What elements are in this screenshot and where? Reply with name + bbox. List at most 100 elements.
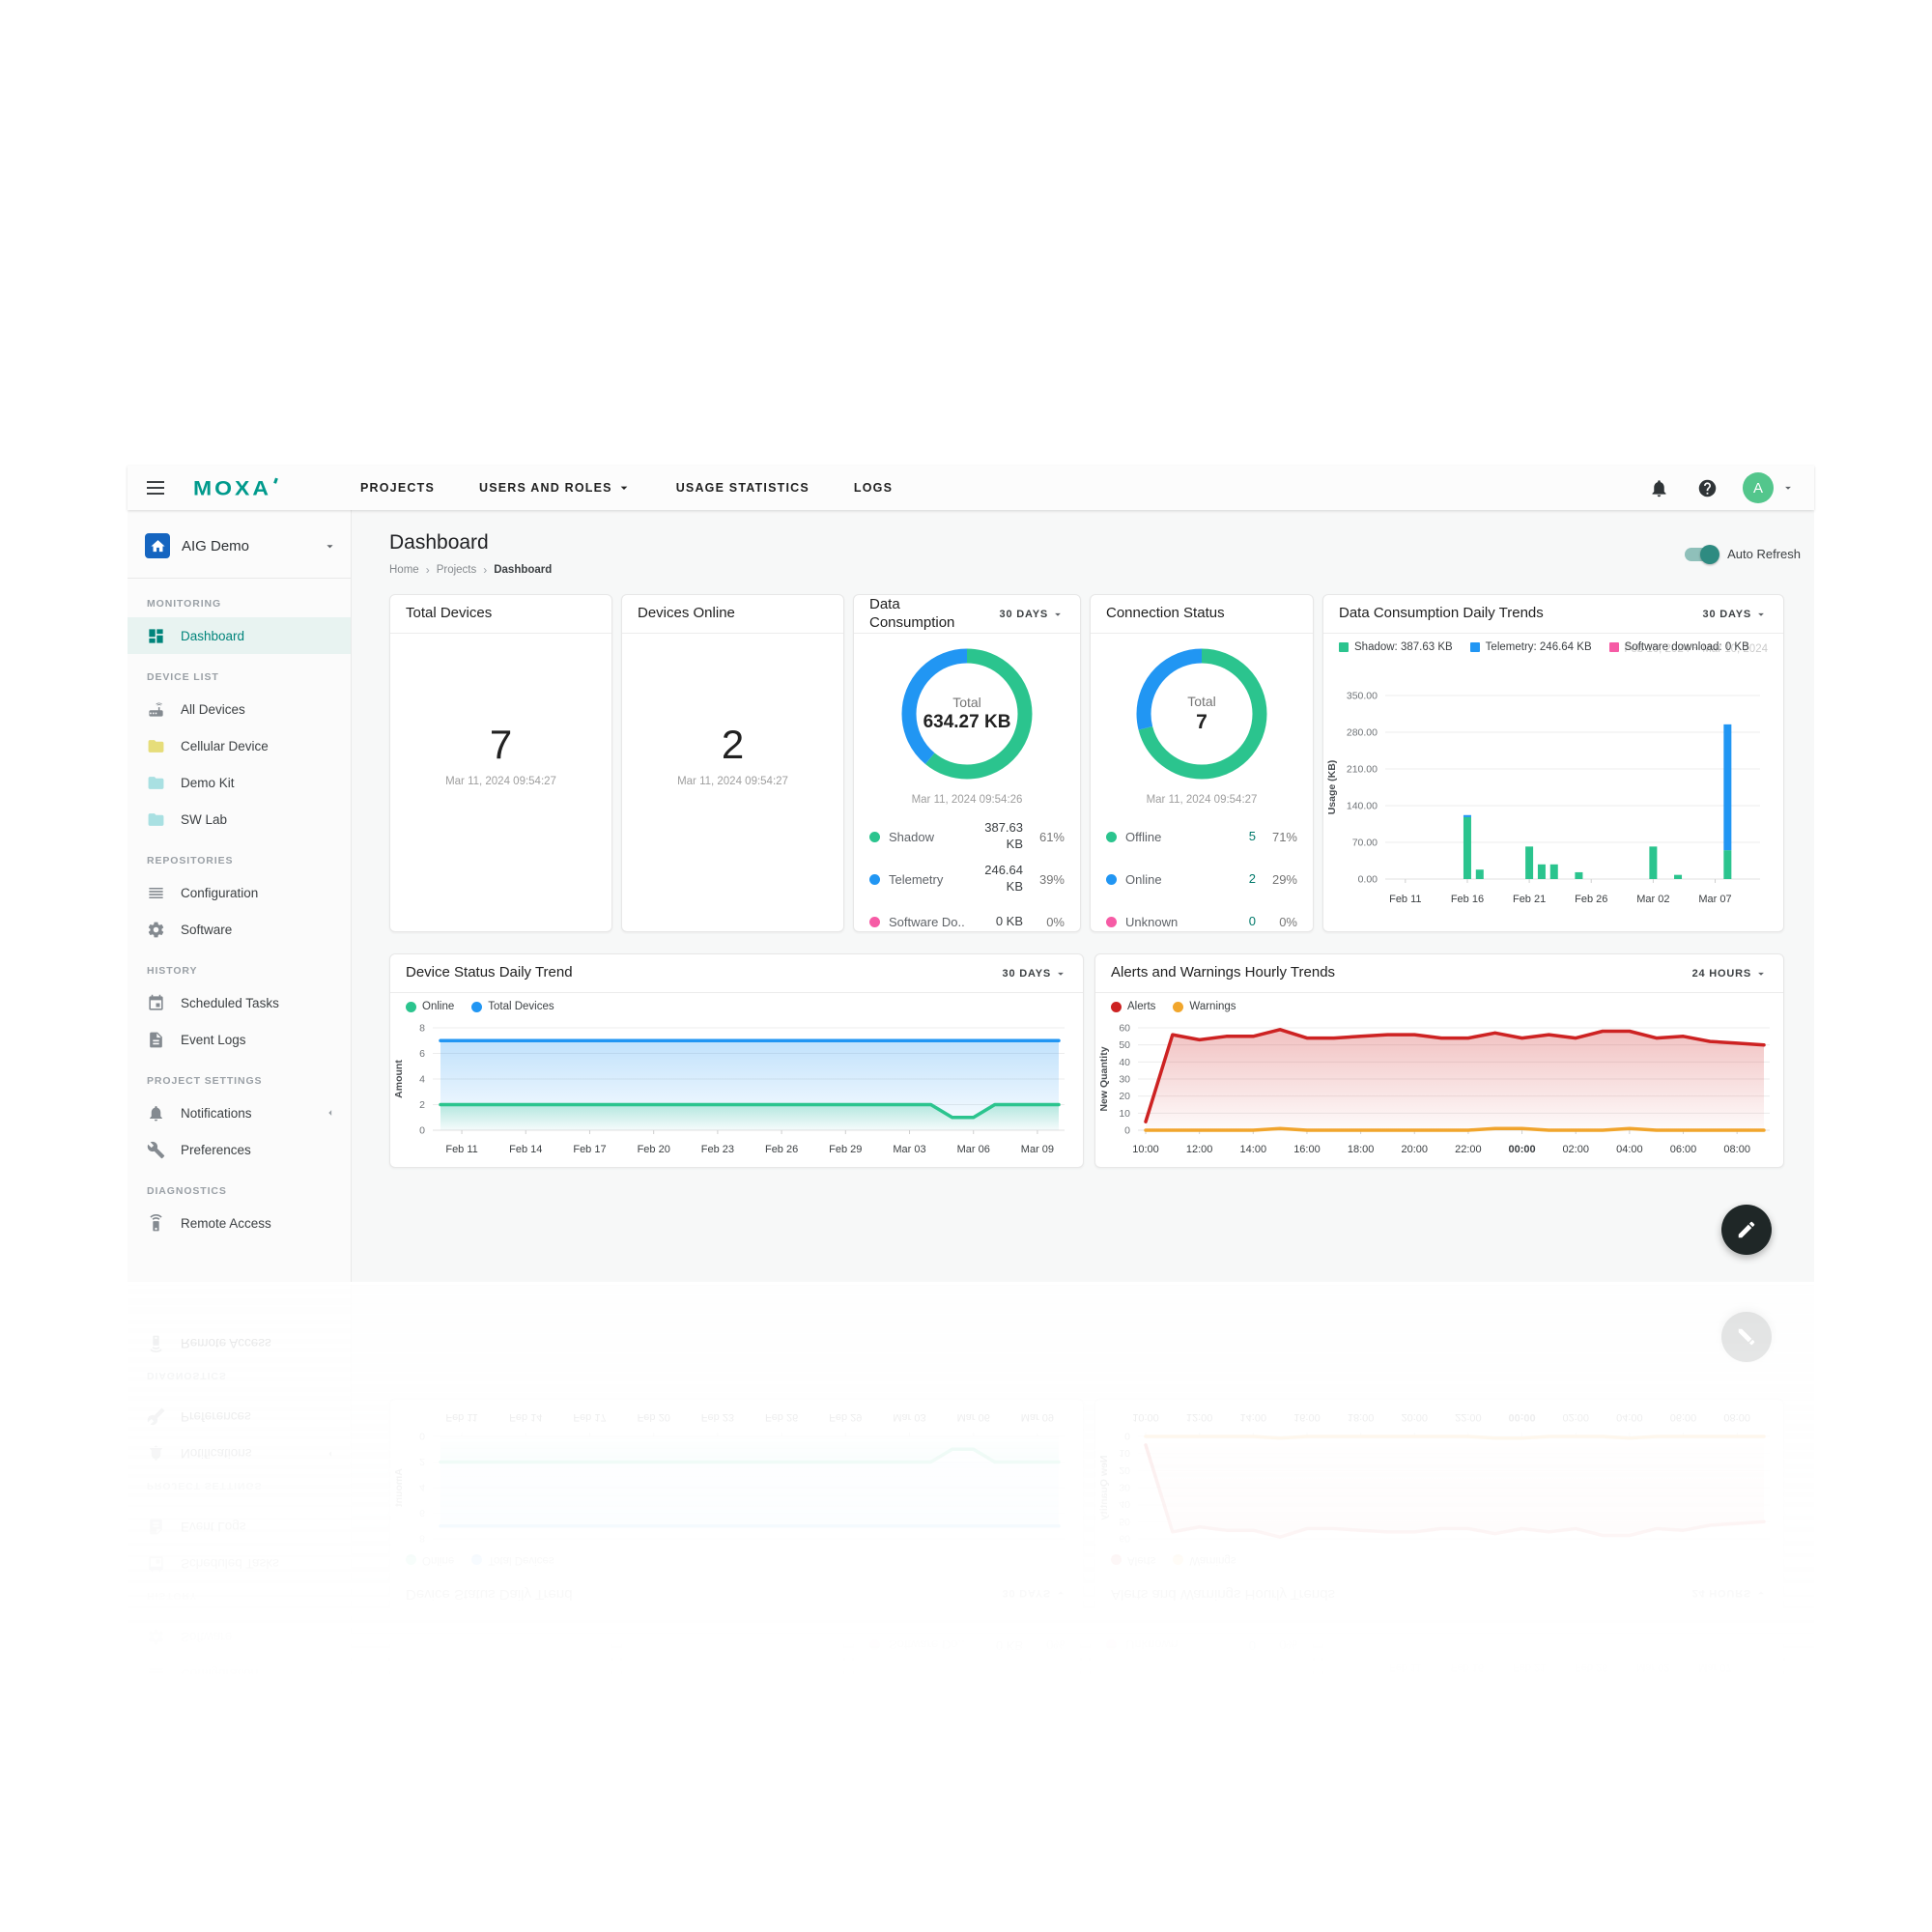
- sidebar-item-label: Configuration: [181, 885, 259, 900]
- breadcrumb-home[interactable]: Home: [389, 564, 419, 576]
- nav-item-projects[interactable]: PROJECTS: [360, 481, 435, 495]
- breadcrumb-projects[interactable]: Projects: [436, 564, 477, 576]
- sidebar-item-sw-lab[interactable]: SW Lab: [128, 801, 351, 838]
- timestamp: Mar 11, 2024 09:54:26: [911, 794, 1023, 806]
- breadcrumb: Home › Projects › Dashboard: [389, 563, 552, 577]
- svg-text:30: 30: [1119, 1482, 1130, 1493]
- bell-icon: [1652, 479, 1665, 497]
- svg-text:0.00: 0.00: [1358, 874, 1378, 886]
- legend-dot: [1106, 873, 1117, 885]
- dashboard-icon: [147, 627, 165, 645]
- svg-text:04:00: 04:00: [1616, 1411, 1643, 1423]
- data-consumption-card: Data Consumption 30 DAYS Total: [853, 594, 1081, 932]
- legend-item-shadow-387-63-kb: Shadow: 387.63 KB: [1339, 641, 1453, 653]
- svg-text:0.00: 0.00: [1358, 1682, 1378, 1693]
- svg-text:08:00: 08:00: [1723, 1144, 1750, 1155]
- legend-row-telemetry: Telemetry 246.64 KB 39%: [869, 858, 1065, 900]
- sidebar-item-event-logs[interactable]: Event Logs: [128, 1021, 351, 1058]
- svg-text:4: 4: [419, 1482, 425, 1493]
- sidebar-item-software[interactable]: Software: [128, 911, 351, 948]
- collapse-chevron-icon[interactable]: [324, 1106, 337, 1120]
- folder-icon: [147, 737, 165, 755]
- legend-row-offline: Offline 5 71%: [1106, 815, 1297, 858]
- sidebar-section-monitoring: MONITORING: [147, 598, 222, 610]
- svg-text:Amount: Amount: [393, 1060, 405, 1098]
- legend-label: Shadow: 387.63 KB: [1354, 641, 1453, 653]
- help-button[interactable]: [1694, 475, 1719, 500]
- legend-value: 387.63 KB: [984, 820, 1023, 851]
- svg-text:Feb 23: Feb 23: [701, 1144, 734, 1155]
- connection-status-card: Connection Status Total 7 Mar 11, 2024 0…: [1090, 594, 1314, 932]
- timestamp: Mar 11, 2024 09:54:27: [1146, 794, 1258, 806]
- devices-online-card: Devices Online 2 Mar 11, 2024 09:54:27: [621, 594, 844, 932]
- svg-text:Mar 02: Mar 02: [1636, 894, 1669, 905]
- data-consumption-trends-chart: 0.00 70.00 140.00 210.00 280.00 350.00 Feb 11 F…: [1326, 691, 1760, 905]
- svg-text:Feb 14: Feb 14: [509, 1411, 542, 1423]
- legend-item-online: Online: [406, 1001, 454, 1012]
- nav-item-logs[interactable]: LOGS: [853, 481, 894, 495]
- sidebar-item-cellular-device[interactable]: Cellular Device: [128, 727, 351, 764]
- calendar-icon: [147, 994, 165, 1012]
- edit-dashboard-fab[interactable]: [1721, 1205, 1772, 1255]
- legend-percent: 39%: [1038, 871, 1065, 887]
- sidebar-item-configuration[interactable]: Configuration: [128, 874, 351, 911]
- menu-toggle-button[interactable]: [143, 475, 168, 500]
- svg-text:Feb 23: Feb 23: [701, 1411, 734, 1423]
- legend-name: Software Do...: [889, 914, 964, 929]
- chart-legend: Shadow: 387.63 KB Telemetry: 246.64 KB Sof…: [1323, 634, 1783, 653]
- device-status-period-dropdown[interactable]: 30 DAYS: [1003, 967, 1067, 980]
- caret-down-icon: [1058, 972, 1064, 976]
- breadcrumb-separator: ›: [425, 563, 430, 577]
- sidebar-item-label: Event Logs: [181, 1032, 246, 1047]
- svg-text:60: 60: [1119, 1533, 1130, 1545]
- legend-percent: 61%: [1038, 829, 1065, 844]
- svg-text:Feb 21: Feb 21: [1513, 894, 1546, 905]
- svg-text:Mar 06: Mar 06: [957, 1411, 990, 1423]
- sidebar-item-remote-access[interactable]: Remote Access: [128, 1205, 351, 1241]
- trends-period-dropdown[interactable]: 30 DAYS: [1703, 608, 1768, 621]
- main-content: Dashboard Home › Projects › Dashboard Auto R…: [352, 510, 1814, 1282]
- svg-text:Feb 26: Feb 26: [765, 1144, 798, 1155]
- svg-text:New Quantity: New Quantity: [1098, 1046, 1110, 1111]
- svg-text:22:00: 22:00: [1455, 1411, 1482, 1423]
- notifications-bell-button[interactable]: [1646, 475, 1671, 500]
- svg-text:Feb 14: Feb 14: [509, 1144, 542, 1155]
- legend-percent: 0%: [1279, 914, 1297, 929]
- caret-down-icon: [1055, 612, 1061, 616]
- sidebar-item-demo-kit[interactable]: Demo Kit: [128, 764, 351, 801]
- sidebar-item-all-devices[interactable]: All Devices: [128, 691, 351, 727]
- timestamp: Mar 11, 2024 09:54:27: [445, 776, 556, 787]
- svg-text:Mar 06: Mar 06: [957, 1144, 990, 1155]
- auto-refresh-toggle[interactable]: Auto Refresh: [1685, 544, 1801, 564]
- alerts-warnings-trend-chart: 0 10 20 30 40 50 60 10:00 12:00 14:00 16:00 18:00 20…: [1098, 1023, 1770, 1155]
- legend-swatch: [1173, 1001, 1184, 1012]
- svg-text:12:00: 12:00: [1186, 1411, 1213, 1423]
- pencil-icon: [1738, 1221, 1755, 1238]
- sidebar-item-label: Cellular Device: [181, 738, 269, 753]
- nav-item-usage-statistics[interactable]: USAGE STATISTICS: [675, 481, 810, 495]
- data-consumption-period-dropdown[interactable]: 30 DAYS: [1000, 608, 1065, 621]
- legend-label: Warnings: [1189, 1001, 1236, 1012]
- project-icon: [145, 533, 170, 558]
- user-menu-button[interactable]: A: [1743, 472, 1795, 503]
- svg-text:30: 30: [1119, 1074, 1130, 1086]
- software-icon: [147, 921, 165, 939]
- svg-text:Feb 26: Feb 26: [1575, 1662, 1607, 1673]
- sidebar-item-scheduled-tasks[interactable]: Scheduled Tasks: [128, 984, 351, 1021]
- sidebar-item-notifications[interactable]: Notifications: [128, 1094, 351, 1131]
- svg-text:140.00: 140.00: [1347, 1755, 1378, 1767]
- toggle-switch[interactable]: [1685, 544, 1720, 564]
- project-selector[interactable]: AIG Demo: [128, 526, 351, 566]
- device-status-trend-chart: 0 2 4 6 8 Feb 11 Feb 14 Feb 17 Feb 20 Feb 23 Feb 2…: [393, 1023, 1065, 1155]
- svg-text:Feb 17: Feb 17: [573, 1144, 606, 1155]
- svg-text:6: 6: [419, 1048, 425, 1060]
- sidebar-item-dashboard[interactable]: Dashboard: [128, 617, 351, 654]
- sidebar-item-preferences[interactable]: Preferences: [128, 1131, 351, 1168]
- caret-down-icon: [1758, 612, 1764, 616]
- sidebar-item-label: All Devices: [181, 701, 245, 717]
- nav-item-users-and-roles[interactable]: USERS AND ROLES: [479, 480, 632, 496]
- alerts-period-dropdown[interactable]: 24 HOURS: [1692, 967, 1768, 980]
- svg-text:2: 2: [419, 1099, 425, 1111]
